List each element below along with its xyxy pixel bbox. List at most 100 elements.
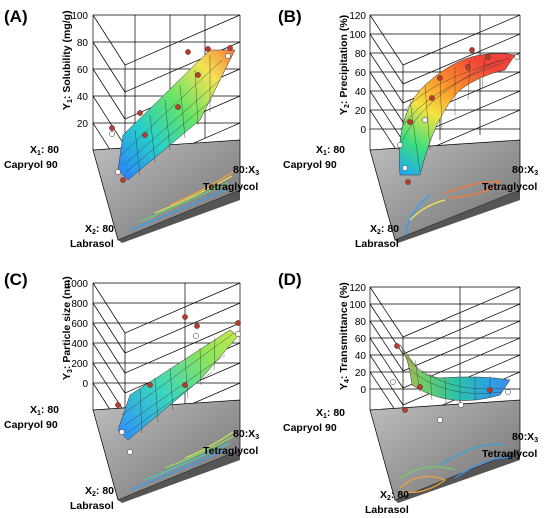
point-c-4 (193, 333, 199, 339)
point-c-10 (127, 449, 133, 455)
x1-name-c: Capryol 90 (4, 419, 58, 431)
point-a-2 (205, 46, 211, 52)
ztick-d-3: 80 (355, 317, 367, 328)
zticks-a: 100 80 60 40 20 (71, 11, 88, 130)
point-d-1 (394, 343, 400, 349)
surface-d (399, 344, 511, 401)
surface-a (117, 49, 236, 181)
point-b-7 (422, 117, 428, 123)
surface-mesh-c (121, 332, 235, 434)
x3-label-a: 80:X3 (233, 164, 259, 177)
x2-label-c: X2: 80 (85, 485, 114, 498)
panel-d: (D) (278, 270, 538, 516)
ztick-c-3: 600 (71, 319, 88, 330)
floor-edge-c (118, 450, 240, 503)
point-b-11 (405, 179, 411, 185)
point-b-5 (437, 75, 443, 81)
surface-mesh-a (120, 55, 223, 176)
x1-label-c: X1: 80 (30, 404, 59, 417)
point-d-4 (458, 402, 464, 408)
point-a-10 (109, 131, 115, 137)
points-c (115, 314, 241, 455)
x2-label-b: X2: 80 (370, 223, 399, 236)
x1-label-a: X1: 80 (30, 144, 59, 157)
ztick-b-7: 0 (360, 125, 366, 136)
ztick-a-2: 80 (77, 38, 89, 49)
points-d (390, 343, 511, 423)
ztick-b-5: 40 (355, 87, 367, 98)
x2-name-b: Labrasol (355, 238, 399, 250)
x3-name-c: Tetraglycol (203, 445, 258, 457)
panel-label-d: (D) (278, 270, 302, 289)
ztick-d-2: 100 (349, 300, 366, 311)
panel-a: (A) (4, 7, 259, 250)
point-b-2 (485, 54, 491, 60)
points-a (109, 45, 233, 183)
x3-label-c: 80:X3 (233, 428, 259, 441)
point-b-4 (465, 64, 471, 70)
point-b-3 (514, 54, 520, 60)
point-d-6 (505, 389, 511, 395)
panel-b: (B) (278, 7, 538, 250)
ztick-a-5: 20 (77, 119, 89, 130)
ztick-d-4: 60 (355, 334, 367, 345)
point-d-3 (417, 384, 423, 390)
point-d-8 (437, 417, 443, 423)
ztick-d-7: 0 (360, 385, 366, 396)
x1-label-d: X1: 80 (316, 407, 345, 420)
point-d-2 (390, 379, 396, 385)
points-b (397, 47, 520, 185)
surface-b (398, 53, 516, 176)
point-b-1 (469, 47, 475, 53)
x1-label-b: X1: 80 (316, 144, 345, 157)
point-a-12 (120, 177, 126, 183)
x3-name-a: Tetraglycol (203, 181, 258, 193)
ztick-a-1: 100 (71, 11, 88, 22)
zticks-b: 120 100 80 60 40 20 0 (349, 11, 366, 136)
x2-label-d: X2: 80 (380, 489, 409, 502)
point-a-5 (195, 72, 201, 78)
point-c-2 (194, 323, 200, 329)
x2-name-d: Labrasol (365, 504, 409, 516)
point-b-10 (402, 165, 408, 171)
x3-name-b: Tetraglycol (482, 181, 537, 193)
point-c-9 (119, 429, 125, 435)
ztick-d-1: 120 (349, 283, 366, 294)
zlabel-b: Y2: Precipitation (%) (338, 15, 351, 115)
floor-edge-a (118, 190, 240, 243)
ztick-c-5: 200 (71, 359, 88, 370)
point-d-5 (487, 387, 493, 393)
ztick-a-4: 40 (77, 92, 89, 103)
ztick-b-2: 100 (349, 30, 366, 41)
point-c-6 (182, 382, 188, 388)
ztick-d-5: 40 (355, 351, 367, 362)
point-a-9 (109, 125, 115, 131)
point-a-11 (115, 169, 121, 175)
x2-label-a: X2: 80 (85, 223, 114, 236)
contours-d (397, 443, 513, 494)
point-b-9 (397, 142, 403, 148)
x3-name-d: Tetraglycol (482, 448, 537, 460)
point-b-6 (429, 95, 435, 101)
point-d-7 (402, 407, 408, 413)
x2-name-a: Labrasol (70, 238, 114, 250)
point-a-4 (225, 53, 231, 59)
ztick-b-6: 20 (355, 106, 367, 117)
zticks-c: 1000 800 600 400 200 0 (66, 279, 89, 390)
ztick-b-4: 60 (355, 68, 367, 79)
ztick-c-1: 1000 (66, 279, 89, 290)
ztick-c-6: 0 (82, 379, 88, 390)
x3-label-b: 80:X3 (512, 164, 538, 177)
point-a-1 (185, 49, 191, 55)
point-a-6 (175, 104, 181, 110)
zlabel-c: Y3: Particle size (nm) (61, 276, 74, 380)
x3-label-d: 80:X3 (512, 431, 538, 444)
contours-c (129, 429, 237, 491)
point-a-8 (142, 132, 148, 138)
zticks-d: 120 100 80 60 40 20 0 (349, 283, 366, 396)
panel-label-c: (C) (4, 270, 28, 289)
contours-a (129, 169, 237, 231)
point-a-3 (227, 45, 233, 51)
x2-name-c: Labrasol (70, 500, 114, 512)
